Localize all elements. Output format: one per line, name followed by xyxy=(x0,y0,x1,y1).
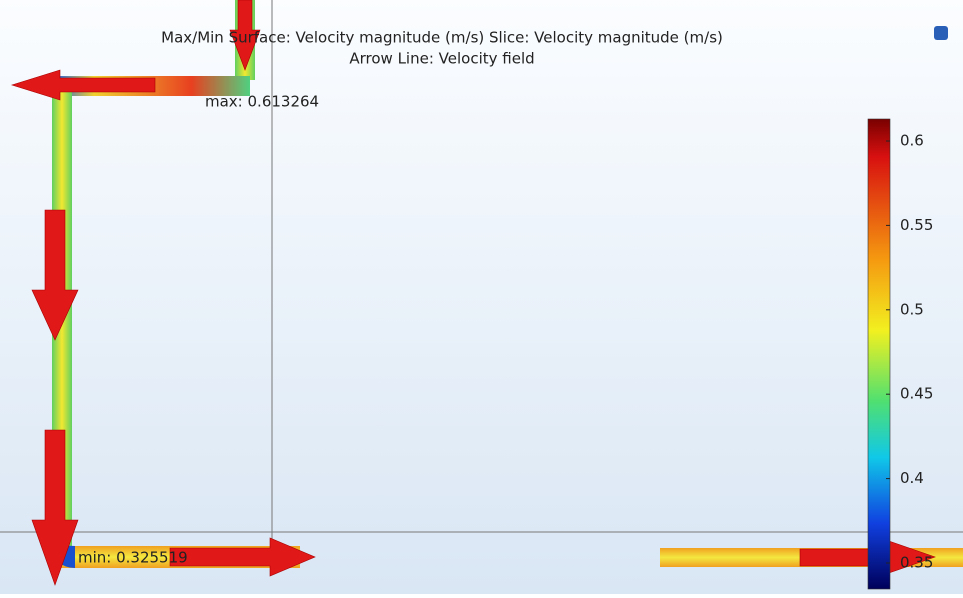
max-annotation: max: 0.613264 xyxy=(205,93,319,111)
colorbar-tick-label: 0.4 xyxy=(900,469,924,487)
colorbar-tick-label: 0.45 xyxy=(900,385,933,403)
arrows xyxy=(10,0,936,586)
colorbar-tick-label: 0.5 xyxy=(900,300,924,318)
title-line: Max/Min Surface: Velocity magnitude (m/s… xyxy=(161,29,723,47)
logo xyxy=(934,26,948,40)
colorbar-tick-label: 0.55 xyxy=(900,216,933,234)
title-line: Arrow Line: Velocity field xyxy=(349,50,534,68)
min-annotation: min: 0.325519 xyxy=(78,549,188,567)
colorbar-tick-label: 0.6 xyxy=(900,132,924,150)
colorbar xyxy=(867,118,891,590)
colorbar-tick-label: 0.35 xyxy=(900,554,933,572)
